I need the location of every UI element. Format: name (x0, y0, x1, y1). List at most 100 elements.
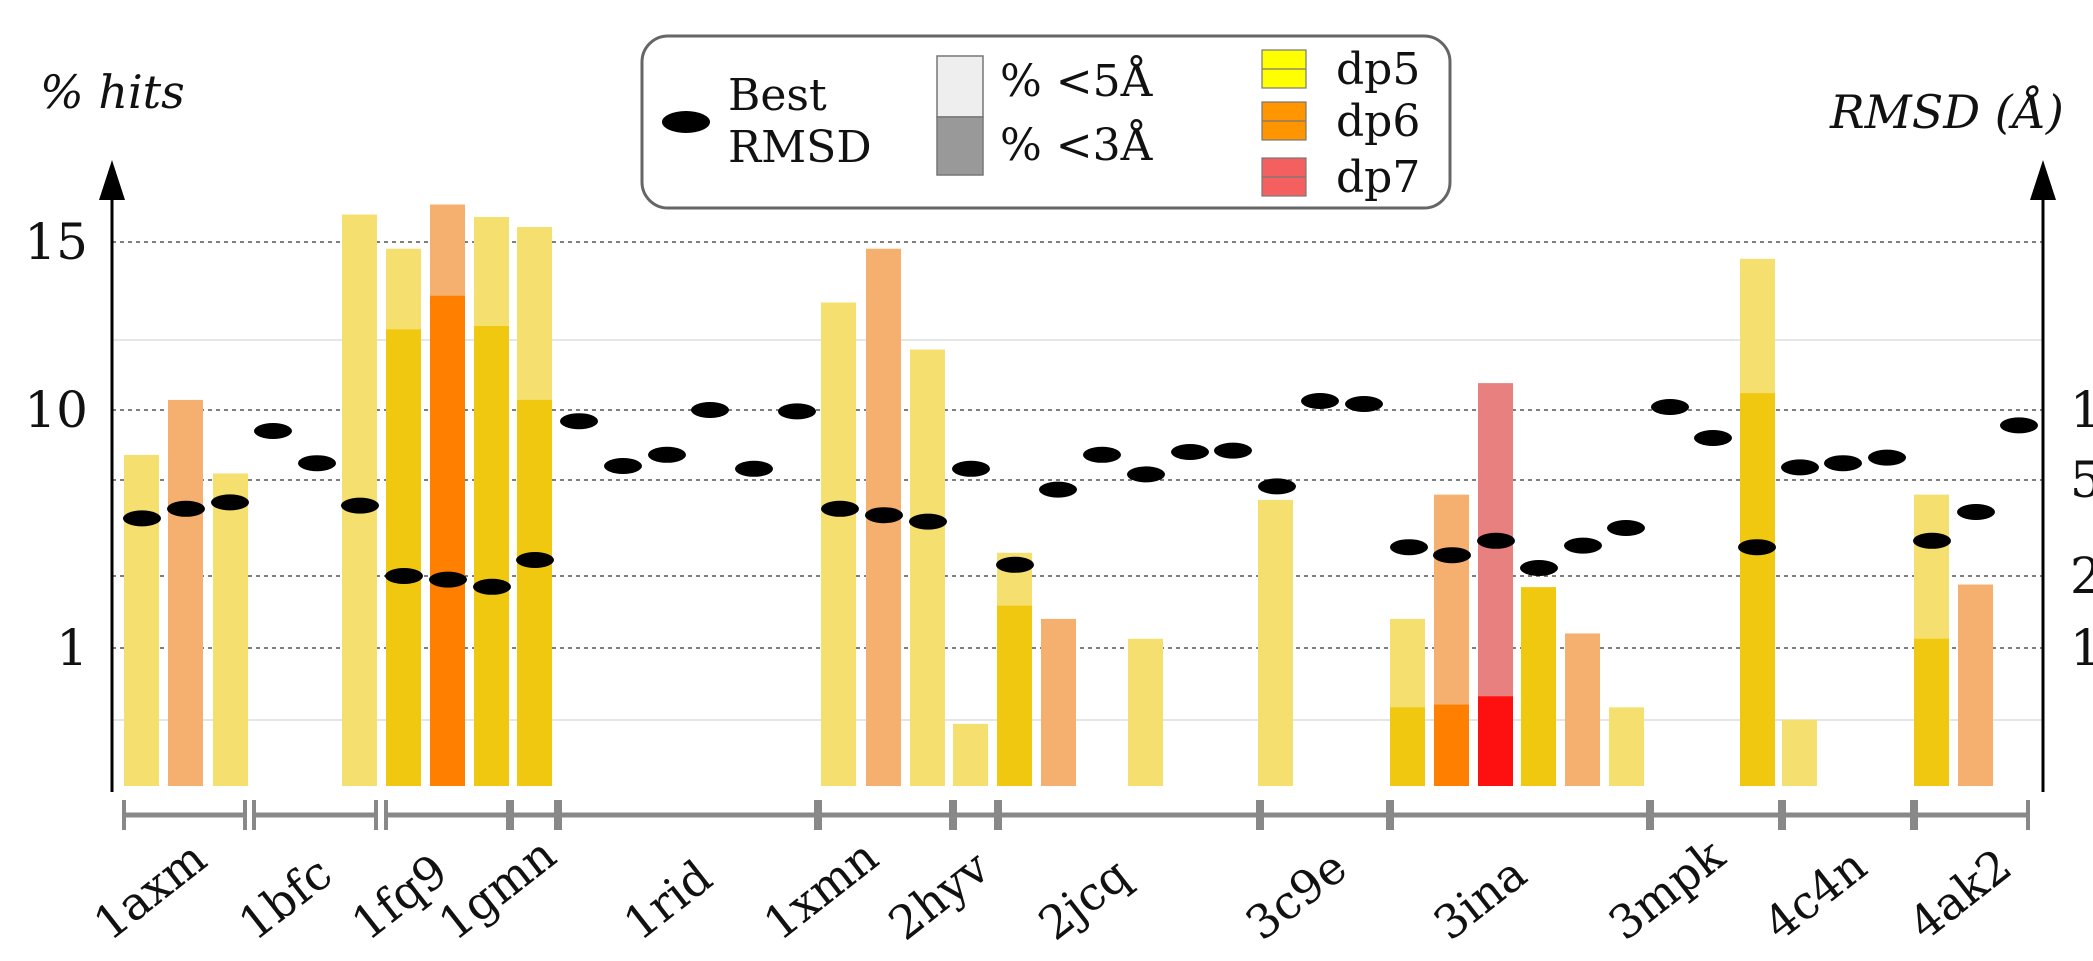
best-rmsd-marker-3ina (1520, 560, 1558, 576)
best-rmsd-marker-2hyv (996, 556, 1034, 573)
best-rmsd-marker-1rid (691, 402, 729, 418)
bar-1xmn-dp5-lt5 (821, 302, 856, 786)
best-rmsd-marker-1rid (778, 403, 816, 420)
best-rmsd-marker-4ak2 (2000, 417, 2038, 434)
legend-rmsd-line2: RMSD (728, 122, 872, 173)
best-rmsd-marker-2jcq (1039, 481, 1077, 498)
left-axis-arrow (99, 160, 125, 200)
bar-1fq9-dp5-lt3 (474, 326, 509, 786)
bar-3ina-dp5-lt5 (1609, 707, 1644, 786)
best-rmsd-marker-1rid (735, 460, 773, 477)
best-rmsd-marker-1xmn (821, 500, 859, 517)
right-tick-label: 5 (2070, 451, 2093, 509)
best-rmsd-marker-4c4n (1868, 449, 1906, 466)
legend-lt3-label: % <3Å (1000, 118, 1154, 171)
right-tick-label: 1 (2070, 619, 2093, 677)
legend-lt3-swatch (936, 116, 984, 176)
bar-1axm-dp5-lt5 (213, 473, 248, 786)
best-rmsd-marker-3ina (1564, 537, 1602, 554)
right-axis-arrow (2030, 160, 2056, 200)
category-label-4c4n: 4c4n (1754, 838, 1877, 951)
best-rmsd-marker-1fq9 (385, 568, 423, 584)
category-label-3ina: 3ina (1424, 846, 1537, 951)
best-rmsd-marker-3ina (1433, 547, 1471, 564)
best-rmsd-marker-3ina (1477, 532, 1515, 549)
right-tick-label: 1 (2070, 381, 2093, 439)
best-rmsd-marker-3c9e (1345, 396, 1383, 412)
best-rmsd-marker-2jcq (1127, 466, 1165, 483)
category-label-1rid: 1rid (614, 849, 722, 950)
best-rmsd-marker-1axm (167, 500, 205, 517)
bar-1gmn-dp5-lt3 (517, 399, 552, 786)
category-label-3c9e: 3c9e (1236, 839, 1357, 950)
best-rmsd-marker-3mpk (1738, 539, 1776, 556)
best-rmsd-marker-3mpk (1694, 430, 1732, 446)
best-rmsd-marker-1bfc (254, 423, 292, 439)
bar-1fq9-dp6-lt3 (430, 295, 465, 786)
category-brackets (122, 800, 2030, 830)
category-label-2hyv: 2hyv (879, 840, 1000, 951)
legend-rmsd-marker (662, 111, 710, 133)
bar-2jcq-dp5-lt5 (1128, 638, 1163, 786)
best-rmsd-marker-1axm (211, 494, 249, 511)
axes (99, 160, 2056, 792)
bar-1axm-dp6-lt5 (168, 399, 203, 786)
right-tick-label: 2 (2070, 547, 2093, 605)
bar-1axm-dp5-lt5 (124, 454, 159, 786)
left-tick-label: 15 (24, 213, 88, 271)
bar-3c9e-dp5-lt5 (1258, 499, 1293, 786)
left-tick-label: 10 (24, 381, 88, 439)
left-axis-ticks: 1 10 15 (24, 213, 88, 677)
legend-lt5-label: % <5Å (1000, 54, 1154, 107)
best-rmsd-marker-1gmn (516, 552, 554, 568)
category-label-2jcq: 2jcq (1029, 847, 1140, 950)
best-rmsd-marker-1fq9 (429, 571, 467, 588)
category-label-1axm: 1axm (84, 830, 217, 950)
best-rmsd-marker-1rid (560, 413, 598, 430)
right-axis-title: RMSD (Å) (1829, 84, 2064, 139)
bar-1xmn-dp5-lt5 (910, 349, 945, 786)
best-rmsd-marker-3ina (1607, 520, 1645, 536)
category-label-3mpk: 3mpk (1599, 827, 1736, 950)
left-tick-label: 1 (56, 619, 88, 677)
bar-3ina-dp5-lt3 (1521, 587, 1556, 786)
bar-3ina-dp7-lt3 (1478, 696, 1513, 786)
best-rmsd-marker-1xmn (865, 507, 903, 524)
best-rmsd-marker-3mpk (1651, 399, 1689, 415)
best-rmsd-marker-3c9e (1301, 393, 1339, 409)
best-rmsd-marker-1bfc (298, 455, 336, 472)
best-rmsd-marker-3c9e (1258, 478, 1296, 495)
best-rmsd-marker-4ak2 (1957, 504, 1995, 520)
best-rmsd-marker-1fq9 (341, 497, 379, 514)
legend-dp5-label: dp5 (1336, 44, 1420, 95)
best-rmsd-marker-2jcq (1214, 442, 1252, 459)
best-rmsd-marker-1fq9 (473, 578, 511, 595)
best-rmsd-marker-3ina (1390, 539, 1428, 556)
bar-1fq9-dp5-lt3 (386, 329, 421, 786)
bar-4ak2-dp6-lt5 (1958, 584, 1993, 786)
legend-dp7-label: dp7 (1336, 152, 1420, 203)
bar-4c4n-dp5-lt5 (1782, 719, 1817, 786)
bar-2hyv-dp5-lt3 (997, 605, 1032, 786)
bar-4ak2-dp5-lt3 (1914, 638, 1949, 786)
best-rmsd-marker-2hyv (952, 460, 990, 477)
best-rmsd-marker-1xmn (909, 513, 947, 530)
legend-dp6-label: dp6 (1336, 96, 1420, 147)
legend-lt5-swatch (936, 55, 984, 118)
legend-rmsd-line1: Best (728, 70, 827, 121)
category-label-1bfc: 1bfc (229, 846, 342, 951)
bar-3ina-dp5-lt3 (1390, 707, 1425, 786)
legend-box (640, 34, 1452, 210)
best-rmsd-marker-2jcq (1083, 446, 1121, 463)
left-axis-title: % hits (40, 65, 185, 119)
bar-2jcq-dp6-lt5 (1041, 618, 1076, 786)
best-rmsd-marker-4ak2 (1913, 532, 1951, 549)
category-label-1fq9: 1fq9 (342, 843, 458, 950)
bar-3ina-dp6-lt5 (1565, 633, 1600, 786)
best-rmsd-marker-2jcq (1171, 444, 1209, 460)
